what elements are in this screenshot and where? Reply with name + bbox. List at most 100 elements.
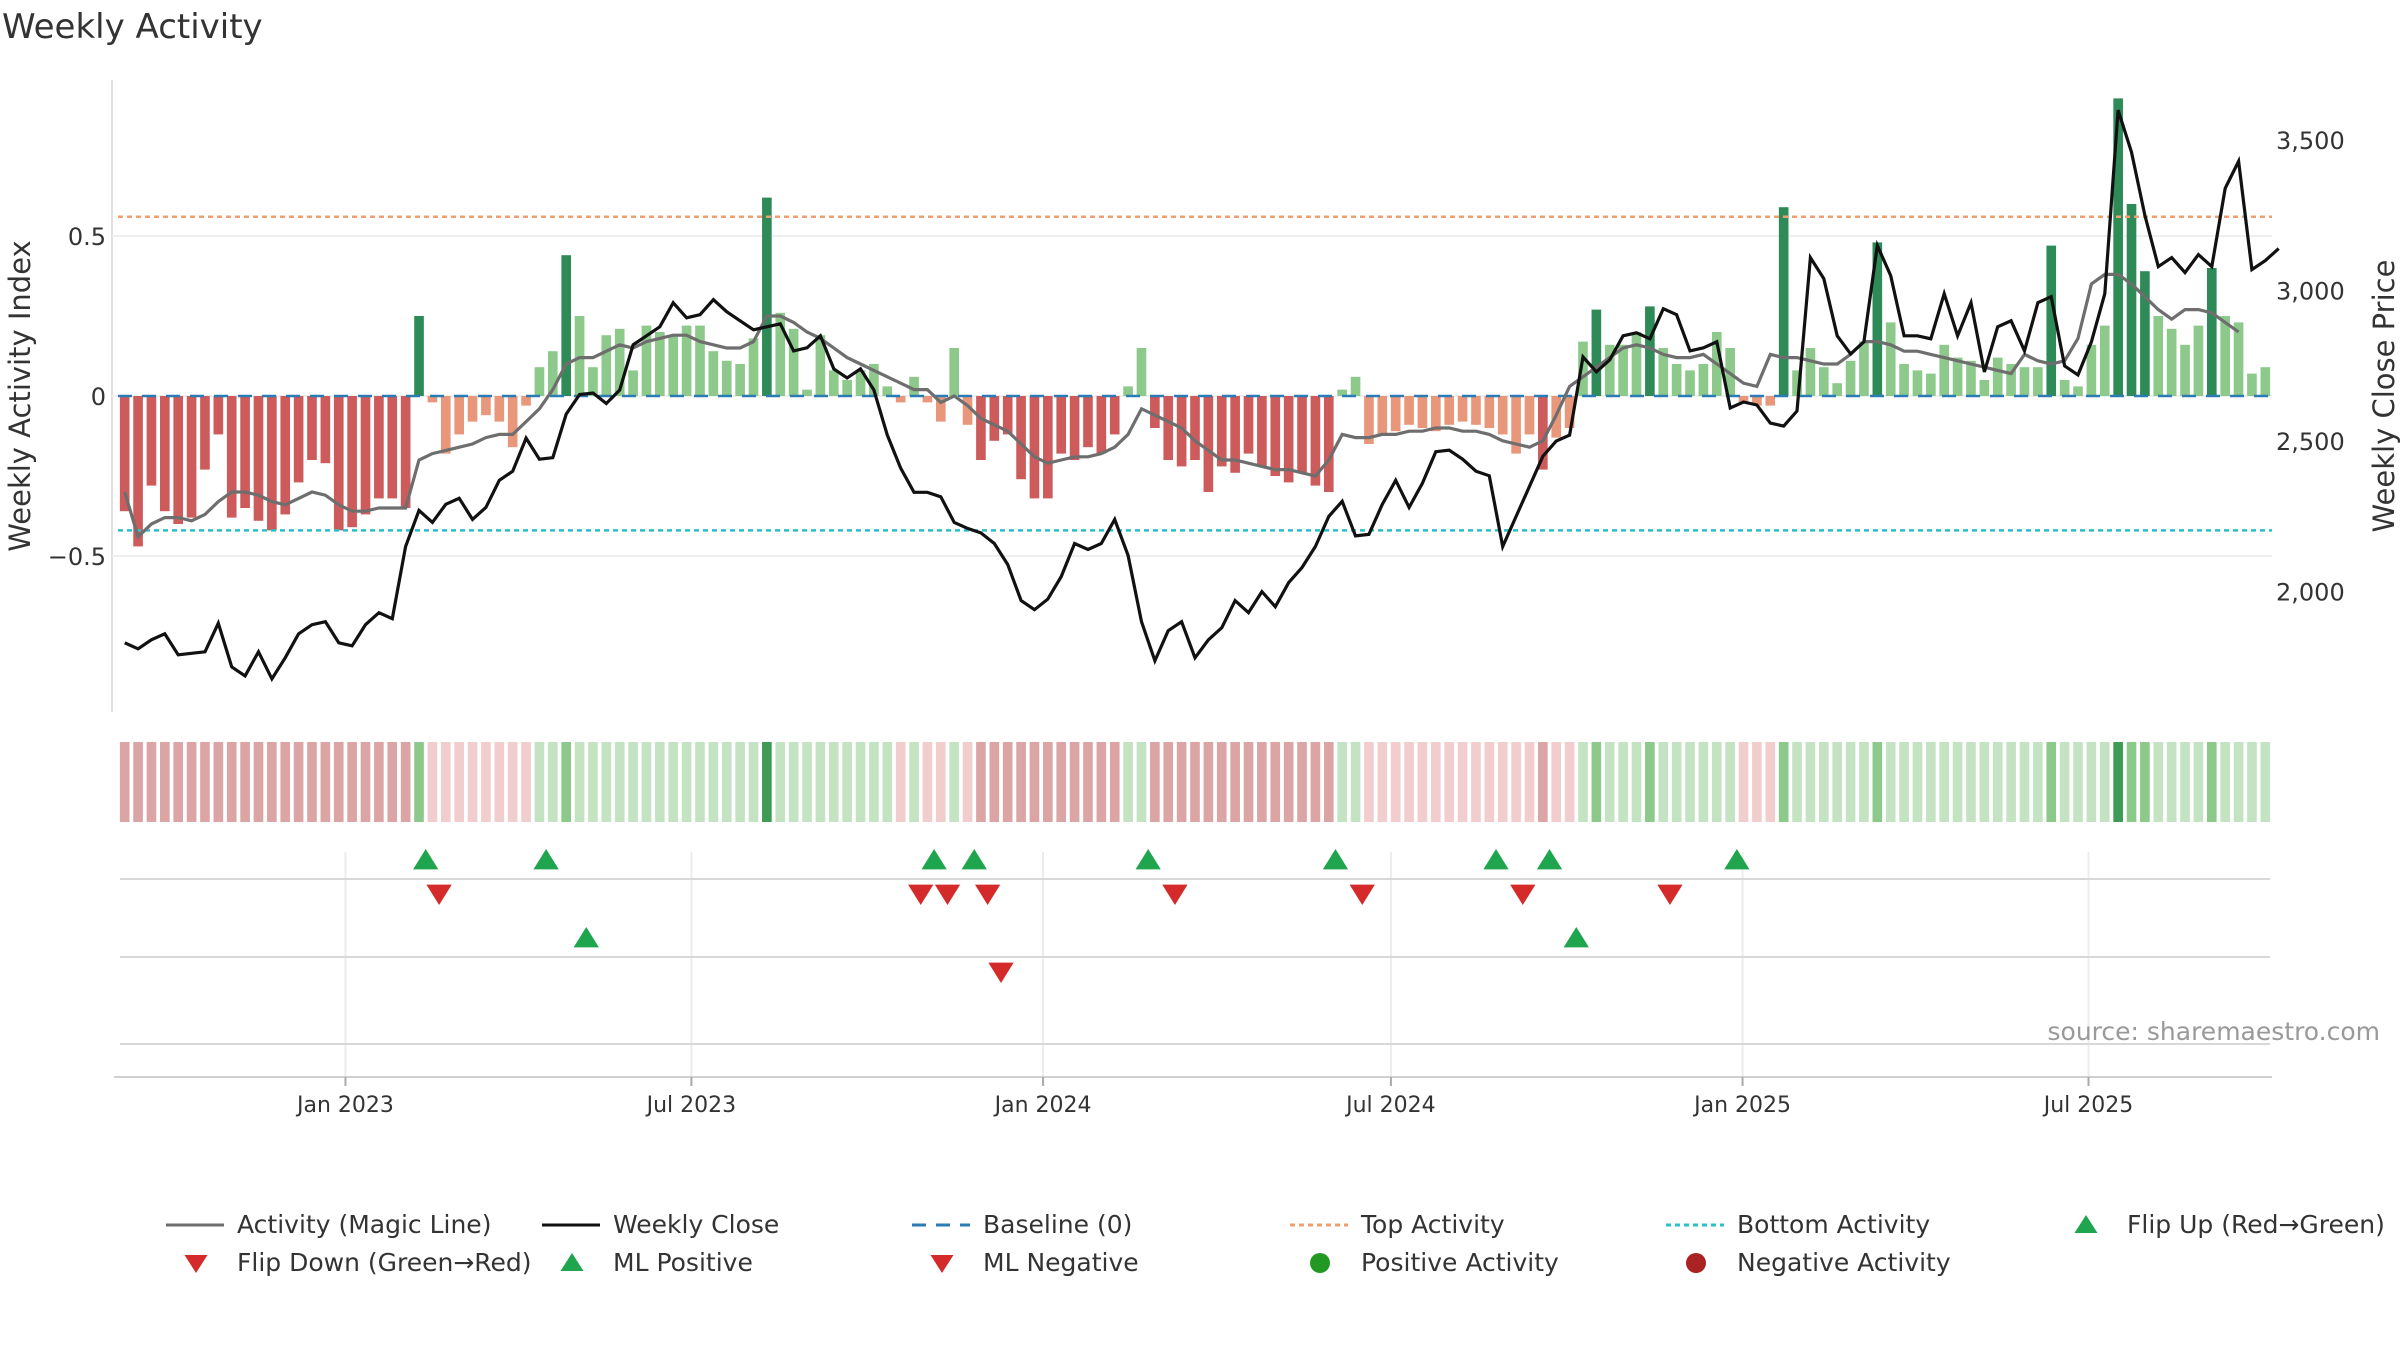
magic-line xyxy=(123,272,2240,540)
activity-bar xyxy=(802,389,812,396)
heat-cell xyxy=(1952,742,1963,822)
heat-cell xyxy=(1939,742,1950,822)
heat-cell xyxy=(1350,742,1361,822)
legend-item: ML Negative xyxy=(930,1248,1139,1277)
heat-cell xyxy=(1926,742,1936,822)
activity-bar xyxy=(2140,271,2150,396)
activity-bar xyxy=(614,328,625,396)
activity-bar xyxy=(2153,316,2164,396)
activity-bar xyxy=(1805,348,1816,396)
heat-cell xyxy=(253,742,264,822)
activity-bar xyxy=(1297,396,1307,473)
activity-bar xyxy=(1471,396,1481,425)
heat-cell xyxy=(1163,742,1174,822)
heat-cell xyxy=(2086,742,2097,822)
heat-cell xyxy=(320,742,331,822)
heat-cell xyxy=(708,742,719,822)
activity-bar xyxy=(1979,380,1990,396)
activity-bar xyxy=(481,396,491,416)
heat-cell xyxy=(1431,742,1441,822)
heat-cell xyxy=(1257,742,1267,822)
heat-cell xyxy=(1150,742,1160,822)
activity-bar xyxy=(1778,207,1789,396)
heat-cell xyxy=(1591,742,1602,822)
legend-marker xyxy=(560,1253,584,1271)
activity-bar xyxy=(1283,396,1294,483)
activity-bar xyxy=(1618,344,1628,396)
legend-label: Baseline (0) xyxy=(983,1210,1132,1239)
activity-bar xyxy=(1069,396,1080,460)
activity-bar xyxy=(1176,396,1187,467)
activity-bar xyxy=(1404,396,1414,425)
ml-positive-marker xyxy=(573,927,599,948)
activity-bar xyxy=(2233,322,2244,396)
legend-item: Baseline (0) xyxy=(912,1210,1132,1239)
heat-cell xyxy=(1230,742,1240,822)
activity-bar xyxy=(641,325,652,396)
activity-bar xyxy=(440,396,451,454)
heat-cell xyxy=(1698,742,1709,822)
activity-bar xyxy=(494,396,505,422)
legend: Activity (Magic Line) Weekly Close Baselin… xyxy=(166,1210,2385,1277)
activity-bar xyxy=(280,396,291,515)
heat-cell xyxy=(400,742,411,822)
activity-bar xyxy=(2059,380,2070,396)
legend-marker xyxy=(2074,1215,2098,1233)
activity-bar xyxy=(200,396,210,470)
activity-bar xyxy=(1765,396,1776,406)
heat-cell xyxy=(1484,742,1495,822)
legend-item: Bottom Activity xyxy=(1666,1210,1930,1239)
heat-cell xyxy=(1618,742,1628,822)
activity-bars xyxy=(119,98,2271,547)
heat-cell xyxy=(1417,742,1428,822)
heat-cell xyxy=(186,742,197,822)
heat-cell xyxy=(1631,742,1642,822)
heat-cell xyxy=(1083,742,1093,822)
activity-bar xyxy=(1390,396,1401,432)
heat-cell xyxy=(855,742,866,822)
activity-bar xyxy=(895,396,906,403)
activity-bar xyxy=(360,396,371,515)
heat-cell xyxy=(1002,742,1013,822)
heat-cell xyxy=(240,742,250,822)
heat-cell xyxy=(762,742,772,822)
legend-marker xyxy=(184,1255,208,1273)
activity-bar xyxy=(253,396,264,521)
activity-bar xyxy=(1056,396,1067,454)
activity-bar xyxy=(762,197,772,396)
activity-bar xyxy=(1631,332,1642,396)
activity-bar xyxy=(160,396,170,512)
activity-bar xyxy=(561,255,572,396)
activity-bar xyxy=(668,335,679,396)
heat-cell xyxy=(1190,742,1200,822)
heat-cell xyxy=(1671,742,1682,822)
activity-bar xyxy=(1444,396,1455,425)
heat-cell xyxy=(1885,742,1896,822)
activity-bar xyxy=(1190,396,1200,460)
heat-cell xyxy=(1524,742,1535,822)
heat-cell xyxy=(1123,742,1133,822)
heat-cell xyxy=(1818,742,1829,822)
flip-down-marker xyxy=(1349,884,1375,905)
heat-cell xyxy=(561,742,572,822)
heat-cell xyxy=(374,742,384,822)
heat-cell xyxy=(1043,742,1053,822)
heat-cell xyxy=(1283,742,1294,822)
activity-bar xyxy=(989,396,1000,441)
heat-cell xyxy=(119,742,130,822)
activity-bar xyxy=(2206,268,2217,396)
activity-bar xyxy=(1150,396,1160,428)
activity-bar xyxy=(721,360,732,396)
heat-cell xyxy=(962,742,973,822)
heat-cell xyxy=(1538,742,1548,822)
y-axis-label: Weekly Activity Index xyxy=(3,240,37,551)
heat-cell xyxy=(2153,742,2164,822)
activity-bar xyxy=(655,332,665,396)
activity-bar xyxy=(2006,364,2016,396)
activity-bar xyxy=(1016,396,1026,480)
heat-cell xyxy=(2247,742,2257,822)
right-axis-ticks: 3,500 3,000 2,500 2,000 xyxy=(2276,127,2345,606)
heat-cell xyxy=(1551,742,1562,822)
activity-bar xyxy=(1216,396,1227,467)
heat-cell xyxy=(2113,742,2123,822)
